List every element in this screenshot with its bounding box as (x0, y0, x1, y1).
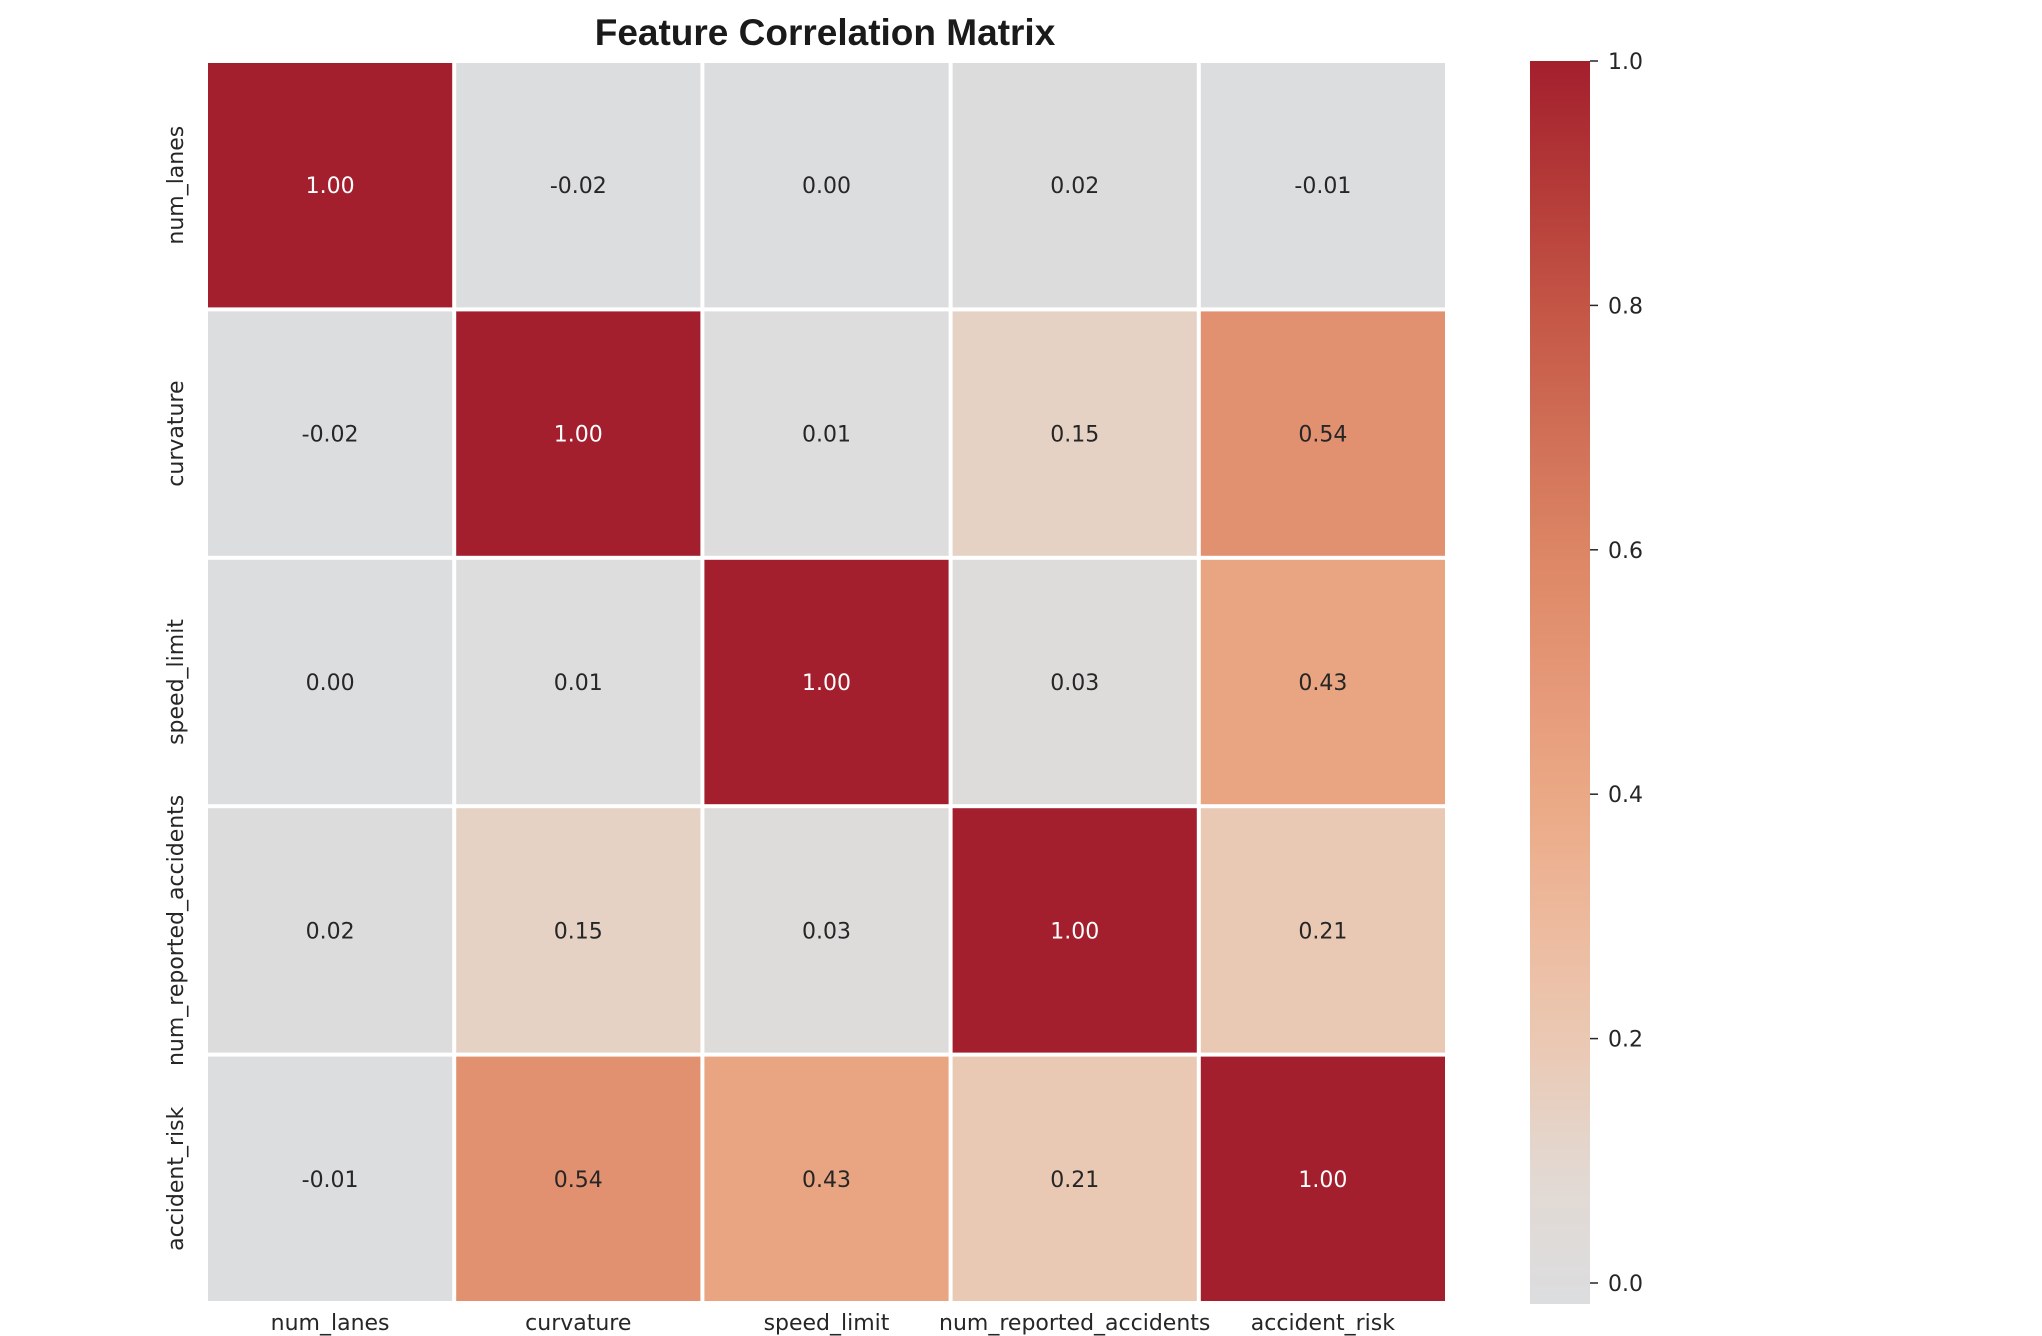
heatmap-cell (456, 1056, 701, 1301)
heatmap-cell-value: -0.02 (550, 174, 607, 199)
y-axis-tick-labels: num_lanes curvature speed_limit num_reporte… (164, 126, 189, 1251)
heatmap-cell (1200, 1056, 1445, 1301)
heatmap-cell-value: -0.02 (302, 423, 359, 448)
heatmap-cell-value: 1.00 (554, 423, 603, 448)
heatmap-cell (952, 559, 1197, 805)
heatmap-cell (704, 311, 949, 556)
heatmap-cell (704, 559, 949, 805)
chart-title: Feature Correlation Matrix (595, 12, 1056, 53)
heatmap-cell-value: 0.15 (554, 919, 603, 944)
x-axis-tick-label: num_reported_accidents (939, 1311, 1210, 1336)
heatmap-cell (208, 808, 453, 1053)
heatmap-cell-value: 0.00 (802, 174, 851, 199)
y-axis-tick-label: num_lanes (164, 126, 189, 245)
colorbar-tick-label: 0.2 (1608, 1028, 1643, 1053)
heatmap-cell-value: 0.15 (1050, 423, 1099, 448)
heatmap-cell-value: 0.03 (1050, 671, 1099, 696)
colorbar-tick-label: 0.8 (1608, 294, 1643, 319)
heatmap-cell-value: 1.00 (802, 671, 851, 696)
heatmap-cell (456, 559, 701, 805)
heatmap-cell (208, 559, 453, 805)
heatmap-cell (952, 63, 1197, 308)
y-axis-tick-label: num_reported_accidents (164, 795, 189, 1066)
x-axis-tick-label: num_lanes (271, 1311, 390, 1336)
heatmap-cell (208, 63, 453, 308)
heatmap-cell-value: 0.01 (554, 671, 603, 696)
heatmap-cell (208, 1056, 453, 1301)
heatmap-cell (704, 808, 949, 1053)
heatmap-cell-value: 1.00 (306, 174, 355, 199)
heatmap-cell (704, 63, 949, 308)
heatmap-cell (208, 311, 453, 556)
y-axis-tick-label: accident_risk (164, 1106, 189, 1250)
heatmap-cell-value: 0.21 (1298, 919, 1347, 944)
heatmap-cell (1200, 808, 1445, 1053)
heatmap-cell-value: 0.43 (802, 1168, 851, 1193)
heatmap-cell-value: 0.03 (802, 919, 851, 944)
heatmap-cell (456, 311, 701, 556)
heatmap-cell (1200, 311, 1445, 556)
heatmap-cell-value: 1.00 (1298, 1168, 1347, 1193)
x-axis-tick-label: speed_limit (764, 1311, 890, 1336)
heatmap-cell (456, 63, 701, 308)
heatmap-cell (704, 1056, 949, 1301)
heatmap-cell (952, 808, 1197, 1053)
heatmap-cell-value: 0.43 (1298, 671, 1347, 696)
heatmap-cell-value: -0.01 (302, 1168, 359, 1193)
colorbar-ticks: 0.0 0.2 0.4 0.6 0.8 1.0 (1590, 50, 1643, 1297)
heatmap-cell-value: 1.00 (1050, 919, 1099, 944)
heatmap-cell-value: 0.02 (306, 919, 355, 944)
y-axis-tick-label: curvature (164, 380, 189, 486)
heatmap-cells: 1.00 -0.02 0.00 0.02 -0.01 -0.02 1.00 0.01 0.15 0… (208, 63, 1445, 1301)
heatmap-cell-value: 0.21 (1050, 1168, 1099, 1193)
heatmap-cell-value: 0.54 (554, 1168, 603, 1193)
x-axis-tick-label: accident_risk (1251, 1311, 1395, 1336)
heatmap-cell-value: 0.01 (802, 423, 851, 448)
x-axis-tick-label: curvature (525, 1311, 631, 1336)
x-axis-tick-labels: num_lanes curvature speed_limit num_reporte… (271, 1311, 1396, 1336)
heatmap-cell (1200, 63, 1445, 308)
colorbar-tick-label: 0.0 (1608, 1272, 1643, 1297)
colorbar: 0.0 0.2 0.4 0.6 0.8 1.0 (1530, 50, 1643, 1304)
colorbar-tick-label: 1.0 (1608, 50, 1643, 75)
heatmap-cell (456, 808, 701, 1053)
heatmap-cell-value: 0.02 (1050, 174, 1099, 199)
y-axis-tick-label: speed_limit (164, 619, 189, 745)
heatmap-cell-value: 0.54 (1298, 423, 1347, 448)
colorbar-tick-label: 0.4 (1608, 783, 1643, 808)
heatmap-cell (1200, 559, 1445, 805)
heatmap-cell (952, 311, 1197, 556)
heatmap-cell (952, 1056, 1197, 1301)
heatmap-cell-value: 0.00 (306, 671, 355, 696)
colorbar-tick-label: 0.6 (1608, 539, 1643, 564)
colorbar-gradient (1530, 61, 1590, 1304)
heatmap-cell-value: -0.01 (1294, 174, 1351, 199)
